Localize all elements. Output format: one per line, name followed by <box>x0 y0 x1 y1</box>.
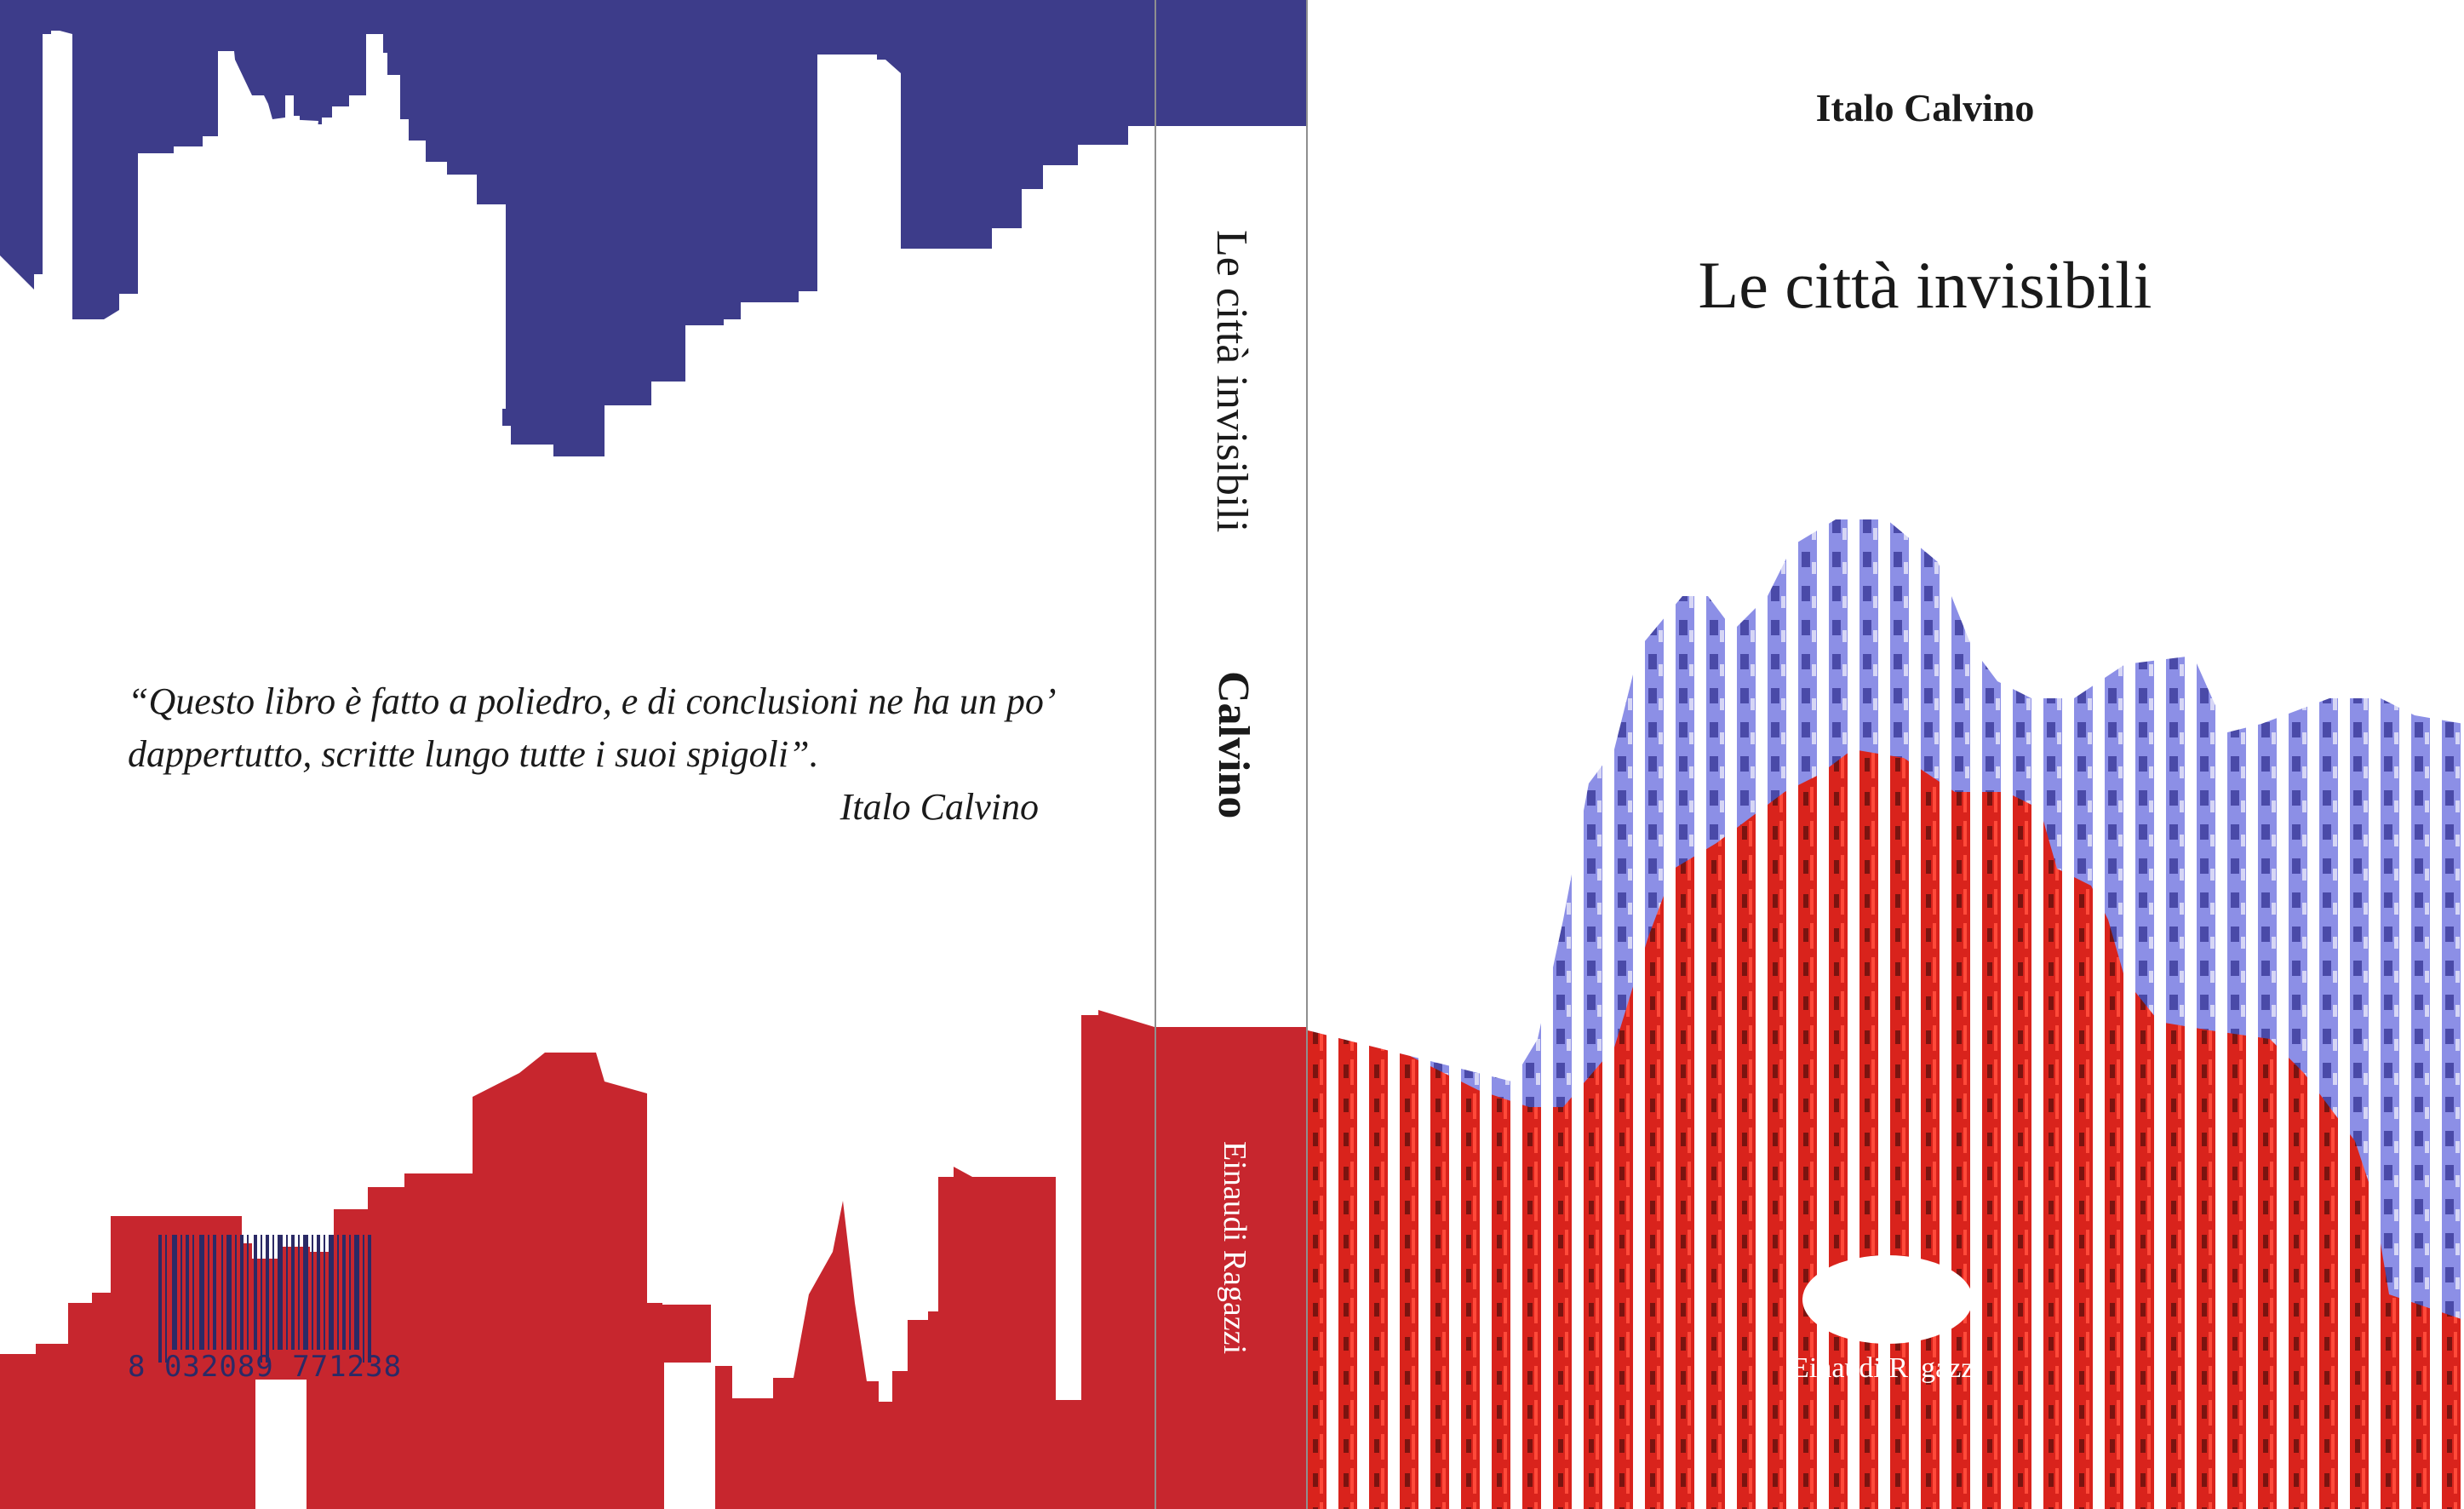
publisher-logo-ellipse <box>1802 1255 1973 1344</box>
spine-author: Calvino <box>1209 671 1258 819</box>
back-cover: “Questo libro è fatto a poliedro, e di c… <box>0 0 1155 1509</box>
spine-title: Le città invisibili <box>1207 230 1256 533</box>
spine: Le città invisibili Calvino Einaudi Raga… <box>1155 0 1308 1509</box>
red-skyline-gap <box>664 1363 715 1509</box>
front-cover: Italo Calvino Le città invisibili <box>1308 0 2464 1509</box>
red-skyline-gap <box>255 1380 307 1509</box>
quote-line: dappertutto, scritte lungo tutte i suoi … <box>128 733 819 775</box>
front-title: Le città invisibili <box>1698 248 2152 322</box>
barcode-bars <box>158 1235 371 1363</box>
quote-attribution: Italo Calvino <box>839 786 1039 828</box>
blue-skyline-spire-notch <box>285 119 318 255</box>
front-publisher: Einaudi Ragazzi <box>1791 1352 1982 1384</box>
spine-publisher: Einaudi Ragazzi <box>1217 1141 1252 1355</box>
building-illustration <box>1308 519 2464 1509</box>
skyline-graphic <box>0 0 1155 1509</box>
spine-red-band <box>1156 1027 1306 1509</box>
barcode <box>158 1235 371 1363</box>
quote-line: “Questo libro è fatto a poliedro, e di c… <box>128 680 1057 722</box>
front-author: Italo Calvino <box>1815 86 2035 129</box>
spine-blue-band <box>1156 0 1306 126</box>
blue-skyline-top <box>0 0 1155 456</box>
barcode-number: 8 032089 771238 <box>128 1350 403 1384</box>
back-cover-quote: “Questo libro è fatto a poliedro, e di c… <box>128 675 1057 834</box>
